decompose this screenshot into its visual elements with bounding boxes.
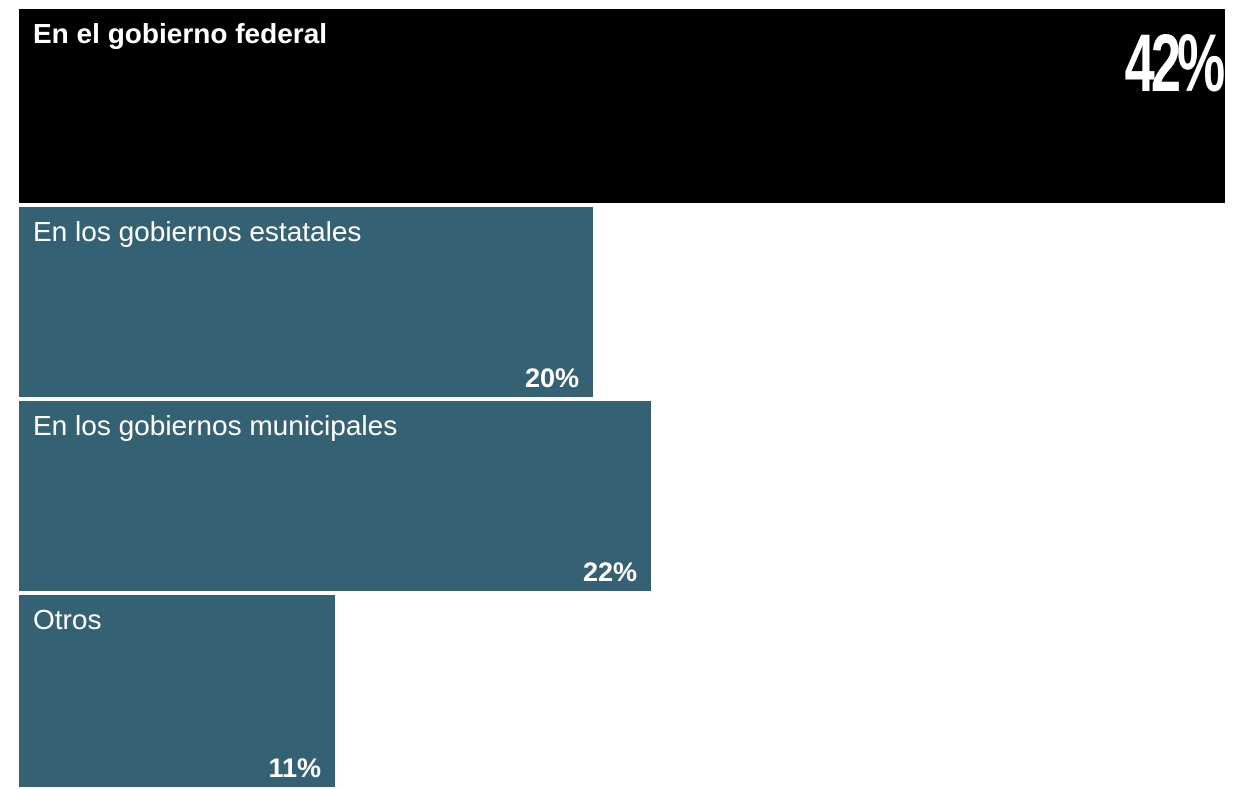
bar-label: En los gobiernos municipales — [33, 410, 398, 441]
bar-value-label: 20% — [524, 363, 579, 393]
bar-1: En el gobierno federal 42% — [19, 9, 1225, 203]
bar-label: Otros — [33, 604, 102, 635]
bar-3: En los gobiernos municipales 22% — [19, 401, 651, 591]
bar-2: En los gobiernos estatales 20% — [19, 207, 593, 397]
bar-4: Otros 11% — [19, 595, 335, 787]
bar-value-label: 11% — [268, 753, 321, 783]
bar-value-label: 22% — [582, 557, 637, 587]
bar-value-label: 42% — [1124, 18, 1225, 109]
bar-chart: En el gobierno federal 42% En los gobierno… — [19, 9, 1225, 789]
bar-label: En los gobiernos estatales — [33, 216, 362, 247]
bar-label: En el gobierno federal — [33, 18, 328, 49]
